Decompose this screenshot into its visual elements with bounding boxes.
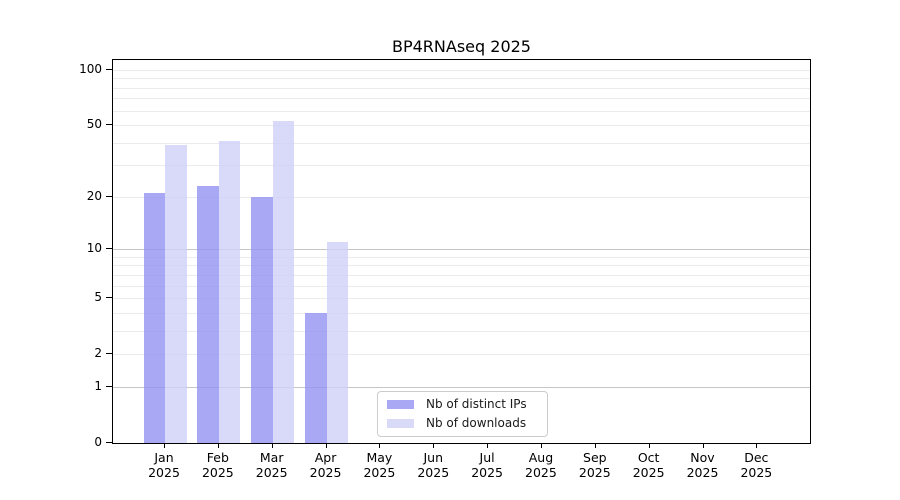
gridline-minor <box>113 265 810 267</box>
legend-swatch-distinct-ips-icon <box>387 400 414 409</box>
gridline-minor <box>113 312 810 314</box>
bar-distinct-ips-mar <box>251 196 273 443</box>
x-tick <box>217 443 219 448</box>
bar-distinct-ips-feb <box>197 186 219 443</box>
gridline-minor <box>113 165 810 167</box>
legend-label-distinct-ips: Nb of distinct IPs <box>426 397 527 411</box>
x-tick-label: Apr 2025 <box>309 450 342 480</box>
y-tick-label: 50 <box>86 117 102 132</box>
gridline-minor <box>113 196 810 198</box>
x-tick-label: Oct 2025 <box>632 450 665 480</box>
y-tick-label: 20 <box>86 188 102 203</box>
x-tick <box>271 443 273 448</box>
plot-area: Nb of distinct IPs Nb of downloads <box>112 59 811 444</box>
y-tick-label: 2 <box>94 346 102 361</box>
x-tick <box>164 443 165 448</box>
bar-downloads-feb <box>218 140 241 443</box>
x-tick <box>648 443 650 448</box>
y-tick-label: 5 <box>94 290 102 305</box>
x-tick <box>379 443 381 448</box>
legend-label-downloads: Nb of downloads <box>426 416 527 430</box>
x-tick-label: Jun 2025 <box>417 450 450 480</box>
x-tick <box>540 443 542 448</box>
gridline-minor <box>113 285 810 287</box>
x-tick-label: Mar 2025 <box>255 450 288 480</box>
bar-downloads-apr <box>326 242 349 443</box>
bar-distinct-ips-jan <box>143 193 165 443</box>
x-tick-label: May 2025 <box>363 450 396 480</box>
x-tick-label: Nov 2025 <box>686 450 719 480</box>
gridline-minor <box>113 125 810 127</box>
y-tick-label: 1 <box>94 378 102 393</box>
gridline-minor <box>113 70 810 71</box>
y-tick <box>106 248 112 250</box>
y-tick <box>106 297 112 299</box>
gridline-minor <box>113 110 810 112</box>
legend-item-downloads: Nb of downloads <box>378 416 547 432</box>
gridline-minor <box>113 142 810 144</box>
x-tick <box>325 443 327 448</box>
x-tick <box>433 443 435 448</box>
x-tick-label: Jan 2025 <box>148 450 180 480</box>
x-tick-label: Dec 2025 <box>740 450 773 480</box>
x-tick-label: Feb 2025 <box>201 450 234 480</box>
bar-downloads-mar <box>272 120 295 443</box>
y-tick-label: 0 <box>94 435 102 449</box>
gridline-major <box>113 249 810 251</box>
y-tick-label: 10 <box>86 241 102 256</box>
x-tick-label: Sep 2025 <box>578 450 611 480</box>
x-tick <box>756 443 758 448</box>
y-tick <box>106 195 112 197</box>
legend-swatch-downloads-icon <box>387 419 414 428</box>
gridline-minor <box>113 98 810 100</box>
x-tick <box>594 443 596 448</box>
gridline-minor <box>113 298 810 300</box>
bar-distinct-ips-apr <box>305 312 327 443</box>
y-tick-label: 100 <box>79 62 102 76</box>
y-tick <box>106 353 112 355</box>
y-tick <box>106 124 112 126</box>
gridline-minor <box>113 274 810 276</box>
chart-title: BP4RNAseq 2025 <box>392 37 531 56</box>
legend: Nb of distinct IPs Nb of downloads <box>377 391 548 437</box>
x-tick-label: Jul 2025 <box>471 450 503 480</box>
gridline-minor <box>113 256 810 258</box>
y-tick <box>106 69 112 70</box>
gridline-minor <box>113 354 810 356</box>
gridline-minor <box>113 87 810 89</box>
y-tick <box>106 442 112 443</box>
gridline-major <box>113 386 810 388</box>
bar-downloads-jan <box>165 144 187 443</box>
gridline-minor <box>113 78 810 80</box>
legend-item-distinct-ips: Nb of distinct IPs <box>378 397 547 413</box>
y-tick <box>106 385 112 387</box>
x-tick <box>487 443 489 448</box>
x-tick <box>702 443 704 448</box>
gridline-minor <box>113 330 810 332</box>
x-tick-label: Aug 2025 <box>525 450 557 480</box>
